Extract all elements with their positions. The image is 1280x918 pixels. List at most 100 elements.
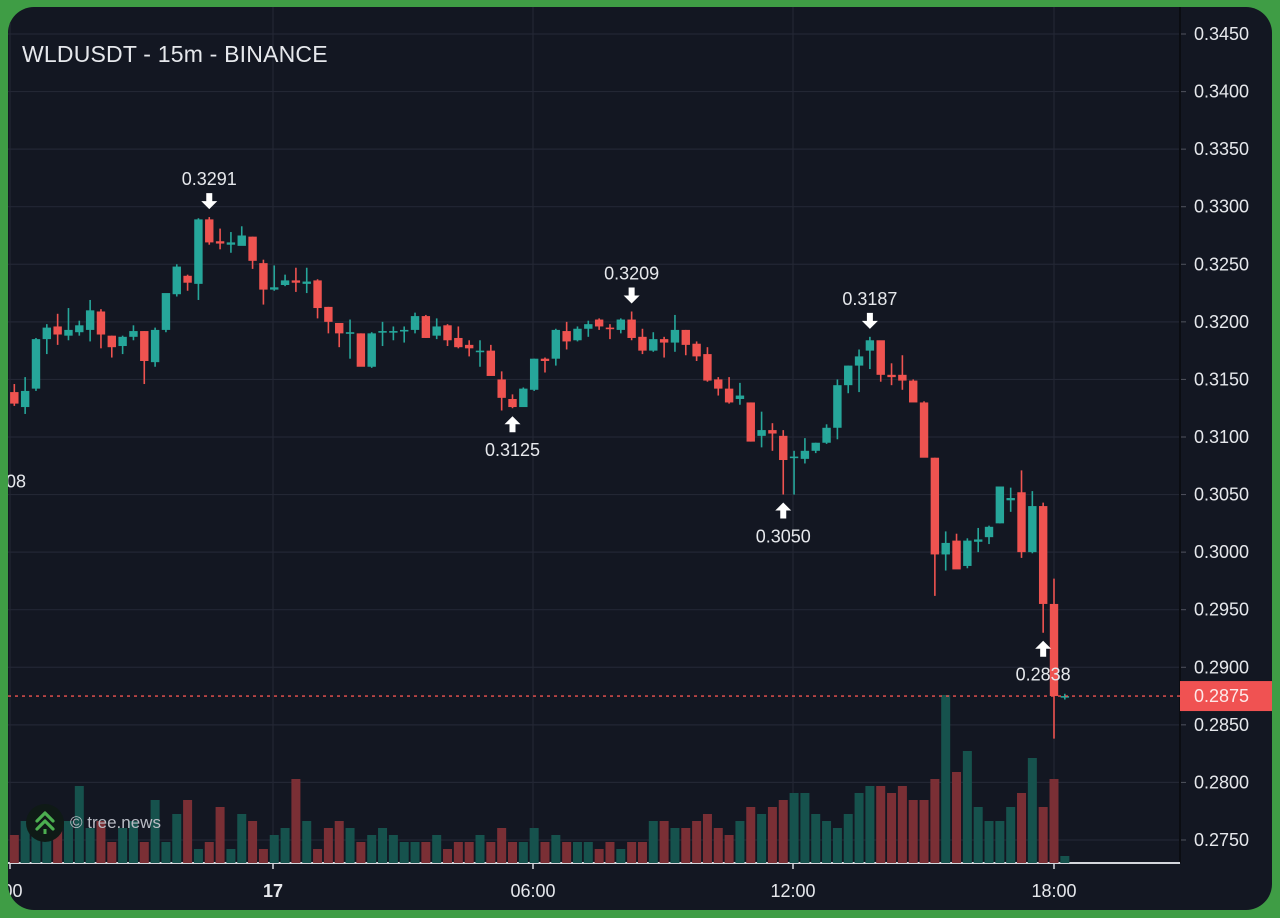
volume-bar xyxy=(681,828,691,863)
volume-bar xyxy=(811,814,821,863)
volume-bar xyxy=(724,835,734,863)
candle xyxy=(270,287,279,290)
price-axis-label: 0.3100 xyxy=(1194,427,1249,447)
candle xyxy=(649,339,658,351)
volume-bar xyxy=(551,835,561,863)
candle xyxy=(865,340,875,351)
candle xyxy=(205,219,214,243)
volume-bar xyxy=(20,821,30,863)
volume-bar xyxy=(518,842,528,863)
candle xyxy=(237,235,246,246)
arrow-down-icon xyxy=(201,193,218,210)
volume-bar xyxy=(832,828,842,863)
price-axis-label: 0.3450 xyxy=(1194,24,1249,44)
volume-bar xyxy=(702,814,712,863)
price-axis-label: 0.2850 xyxy=(1194,715,1249,735)
volume-bar xyxy=(443,849,453,863)
volume-bar xyxy=(172,814,182,863)
candle xyxy=(659,339,669,343)
volume-bar xyxy=(540,842,550,863)
candle xyxy=(573,328,582,341)
time-axis-label: :00 xyxy=(8,881,23,901)
price-axis-label: 0.3250 xyxy=(1194,254,1249,274)
candle xyxy=(833,385,842,428)
candle xyxy=(454,337,463,348)
svg-text:0.2838: 0.2838 xyxy=(1016,665,1071,685)
volume-bar xyxy=(962,751,972,863)
volume-bar xyxy=(356,842,366,863)
volume-bar xyxy=(995,821,1005,863)
candle xyxy=(952,540,961,570)
candle xyxy=(973,539,983,542)
arrow-up-icon xyxy=(775,502,792,519)
volume-bar xyxy=(42,835,52,863)
cut-off-label: 08 xyxy=(8,471,26,491)
volume-bar xyxy=(399,842,409,863)
candle xyxy=(356,333,366,367)
volume-bar xyxy=(118,828,128,863)
volume-bar xyxy=(800,793,810,863)
volume-bar xyxy=(648,821,658,863)
candle xyxy=(486,350,496,376)
candle xyxy=(410,316,420,330)
candle xyxy=(64,329,73,336)
watermark-text: © tree.news xyxy=(70,813,161,832)
svg-text:0.2875: 0.2875 xyxy=(1194,686,1249,706)
svg-text:0.3209: 0.3209 xyxy=(604,263,659,283)
price-axis-label: 0.2900 xyxy=(1194,657,1249,677)
candle xyxy=(75,325,84,333)
price-axis-label: 0.3050 xyxy=(1194,485,1249,505)
arrow-down-icon xyxy=(861,312,878,329)
price-axis-label: 0.3400 xyxy=(1194,82,1249,102)
volume-bar xyxy=(432,835,442,863)
candle xyxy=(746,402,755,442)
volume-bar xyxy=(897,786,907,863)
volume-bar xyxy=(627,842,637,863)
candle xyxy=(140,331,149,361)
volume-bar xyxy=(280,828,290,863)
volume-bar xyxy=(529,828,539,863)
volume-bar xyxy=(323,828,333,863)
candle xyxy=(1006,498,1015,501)
volume-bar xyxy=(464,842,474,863)
volume-bar xyxy=(1060,856,1070,863)
volume-bar xyxy=(334,821,344,863)
volume-bar xyxy=(150,800,160,863)
volume-bar xyxy=(919,800,929,863)
volume-bar xyxy=(930,779,940,863)
extreme-marker: 0.2838 xyxy=(1016,640,1071,685)
volume-bar xyxy=(486,842,496,863)
svg-text:0.3291: 0.3291 xyxy=(182,169,237,189)
candle xyxy=(378,331,387,333)
volume-bar xyxy=(183,800,193,863)
candle xyxy=(421,316,431,338)
candle xyxy=(1028,506,1037,553)
price-axis-label: 0.3300 xyxy=(1194,197,1249,217)
svg-text:0.3125: 0.3125 xyxy=(485,440,540,460)
candle xyxy=(735,395,745,399)
volume-bar xyxy=(1006,807,1016,863)
candle xyxy=(161,293,171,330)
candle xyxy=(53,326,62,335)
candle xyxy=(854,356,864,366)
candle xyxy=(811,442,820,451)
volume-bar xyxy=(85,828,95,863)
volume-bar xyxy=(367,835,377,863)
time-axis-label: 18:00 xyxy=(1031,881,1076,901)
candle xyxy=(844,365,853,386)
watermark: © tree.news xyxy=(26,804,161,842)
candlestick-chart[interactable]: 0.3450 0.3400 0.3350 0.3300 0.3250 0.3200 0.31… xyxy=(8,7,1272,910)
candle xyxy=(919,402,929,458)
candle xyxy=(887,374,896,378)
volume-bar xyxy=(1027,758,1037,863)
volume-bar xyxy=(9,835,19,863)
candle xyxy=(497,379,506,398)
arrow-down-icon xyxy=(623,287,640,304)
volume-bar xyxy=(313,849,323,863)
candle xyxy=(443,325,452,341)
volume-bar xyxy=(193,849,203,863)
candle xyxy=(1060,696,1070,698)
candle xyxy=(475,350,485,353)
extreme-marker: 0.3187 xyxy=(842,289,897,329)
candle xyxy=(400,329,409,332)
